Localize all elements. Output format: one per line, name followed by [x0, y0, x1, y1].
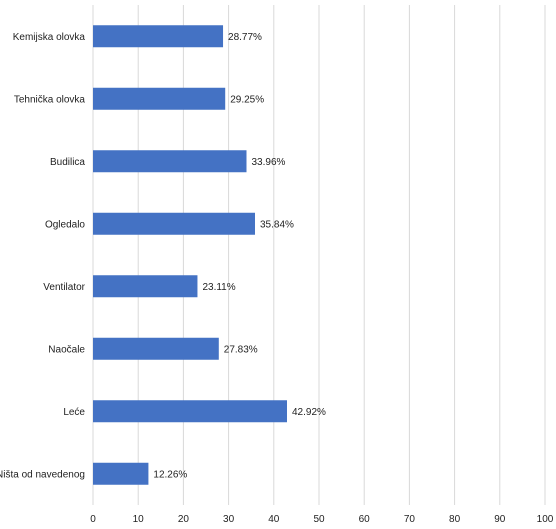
x-tick-label: 70	[404, 514, 416, 525]
bar	[93, 150, 247, 173]
x-tick-label: 60	[359, 514, 371, 525]
gridlines	[92, 5, 546, 505]
value-label: 27.83%	[224, 344, 258, 355]
x-tick-label: 80	[449, 514, 461, 525]
bar	[93, 275, 198, 298]
x-tick-label: 10	[133, 514, 145, 525]
x-tick-label: 20	[178, 514, 190, 525]
category-labels: Kemijska olovka Tehnička olovka Budilica Og…	[0, 32, 86, 481]
category-label: Kemijska olovka	[13, 32, 86, 43]
bar	[93, 337, 219, 360]
x-tick-label: 40	[268, 514, 280, 525]
bar	[93, 87, 226, 110]
x-tick-label: 0	[90, 514, 96, 525]
category-label: Tehnička olovka	[14, 94, 86, 105]
value-label: 35.84%	[260, 219, 294, 230]
x-tick-label: 90	[494, 514, 506, 525]
value-labels: 28.77% 29.25% 33.96% 35.84% 23.11% 27.83% 42.9…	[153, 32, 326, 481]
category-label: Ogledalo	[45, 219, 85, 230]
value-label: 23.11%	[202, 282, 235, 293]
bar	[93, 212, 255, 235]
bars	[93, 25, 287, 485]
value-label: 42.92%	[292, 407, 326, 418]
category-label: Budilica	[50, 157, 85, 168]
value-label: 12.26%	[153, 469, 187, 480]
x-tick-label: 50	[313, 514, 325, 525]
bar	[93, 462, 149, 485]
value-label: 33.96%	[251, 157, 285, 168]
bar	[93, 25, 224, 48]
x-tick-label: 100	[537, 514, 554, 525]
category-label: Naočale	[48, 344, 85, 355]
category-label: Ništa od navedenog	[0, 469, 85, 480]
category-label: Leće	[63, 407, 85, 418]
x-axis-ticks: 0 10 20 30 40 50 60 70 80 90 100	[90, 514, 554, 525]
bar	[93, 400, 287, 423]
value-label: 28.77%	[228, 32, 262, 43]
value-label: 29.25%	[230, 94, 264, 105]
x-tick-label: 30	[223, 514, 235, 525]
category-label: Ventilator	[43, 282, 85, 293]
